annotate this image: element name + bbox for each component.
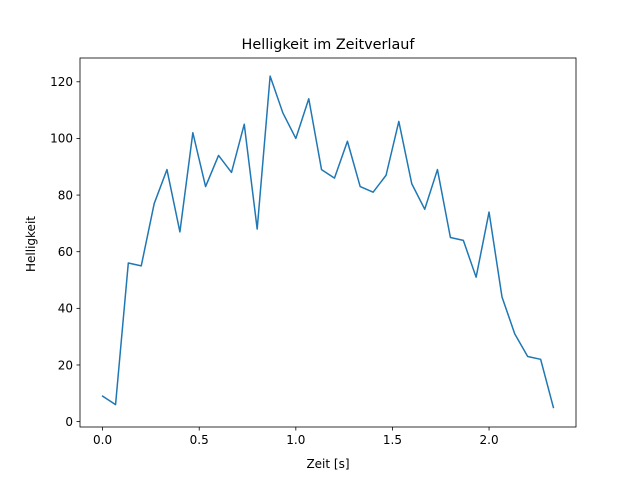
x-tick-label: 0.0 bbox=[93, 433, 112, 447]
y-tick-label: 20 bbox=[58, 358, 73, 372]
axes-frame bbox=[79, 57, 577, 428]
x-tick-label: 2.0 bbox=[480, 433, 499, 447]
x-axis-label: Zeit [s] bbox=[306, 457, 349, 471]
plot-area: 0.0 0.5 1.0 1.5 2.0 0 20 40 60 80 100 120 bbox=[50, 57, 577, 447]
y-tick-label: 0 bbox=[65, 415, 73, 429]
chart-title: Helligkeit im Zeitverlauf bbox=[242, 37, 416, 53]
x-tick-label: 0.5 bbox=[190, 433, 209, 447]
y-tick-label: 60 bbox=[58, 245, 73, 259]
y-tick-label: 100 bbox=[50, 132, 73, 146]
x-tick-label: 1.0 bbox=[286, 433, 305, 447]
y-tick-label: 120 bbox=[50, 75, 73, 89]
x-tick-label: 1.5 bbox=[383, 433, 402, 447]
y-tick-label: 40 bbox=[58, 302, 73, 316]
series-line-0 bbox=[101, 75, 555, 409]
y-tick-label: 80 bbox=[58, 188, 73, 202]
y-axis-label: Helligkeit bbox=[24, 216, 38, 272]
